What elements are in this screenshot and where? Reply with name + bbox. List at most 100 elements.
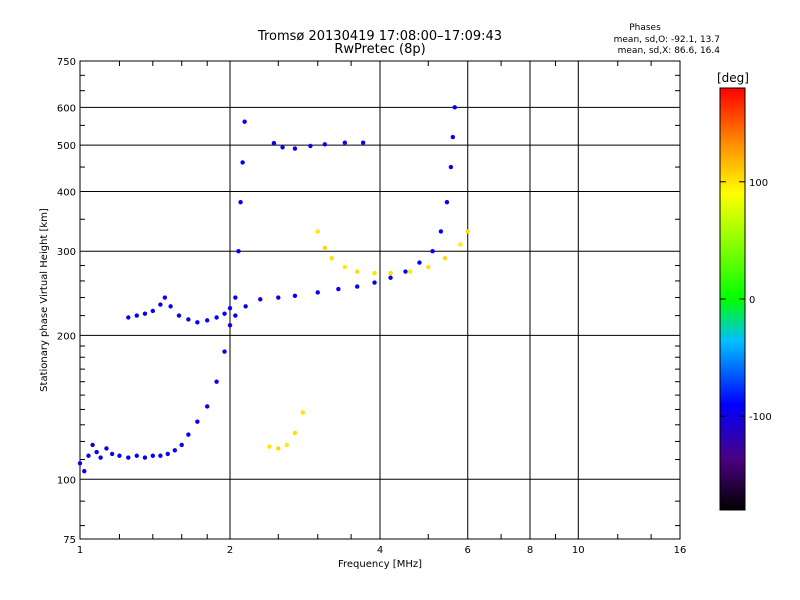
echo-point (448, 164, 454, 170)
echo-point (204, 318, 210, 323)
echo-point (315, 290, 320, 295)
echo-point (276, 295, 281, 300)
echo-point (388, 270, 393, 276)
echo-point (322, 142, 328, 147)
echo-point (126, 455, 131, 460)
echo-point (240, 160, 245, 165)
echo-point (168, 304, 173, 309)
echo-point (158, 453, 163, 458)
echo-point (238, 199, 243, 205)
echo-point (134, 313, 139, 318)
echo-points (77, 105, 470, 474)
echo-point (142, 311, 148, 316)
echo-point (233, 313, 238, 318)
echo-point (176, 313, 182, 318)
echo-point (222, 349, 227, 354)
echo-point (126, 315, 131, 320)
y-tick-label: 500 (57, 141, 76, 152)
echo-point (452, 105, 457, 110)
echo-point (227, 305, 233, 311)
echo-point (280, 145, 285, 150)
echo-point (442, 256, 448, 261)
echo-point (94, 449, 99, 455)
echo-point (204, 404, 210, 409)
echo-point (292, 430, 298, 436)
echo-point (243, 304, 248, 309)
colorbar-tick-label: 0 (749, 295, 755, 306)
echo-point (308, 143, 313, 149)
echo-point (150, 308, 156, 314)
echo-point (329, 256, 334, 261)
echo-point (98, 455, 103, 460)
phases-x-stats: mean, sd,X: 86.6, 16.4 (618, 46, 721, 56)
echo-point (90, 442, 95, 448)
echo-point (336, 286, 341, 292)
echo-point (142, 455, 148, 460)
echo-point (315, 229, 320, 234)
echo-point (465, 229, 470, 234)
echo-point (417, 260, 422, 265)
echo-point (444, 199, 450, 205)
echo-point (388, 275, 393, 280)
echo-point (134, 453, 139, 458)
echo-point (426, 264, 431, 270)
grid-lines (80, 61, 680, 539)
x-tick-label: 4 (377, 545, 383, 556)
y-tick-label: 75 (63, 535, 76, 546)
y-tick-label: 600 (57, 103, 76, 114)
x-axis-ticks: 1 2 4 6 8 10 16 (77, 61, 687, 556)
phases-o-stats: mean, sd,O: -92.1, 13.7 (614, 35, 720, 45)
colorbar-ticks: 100 0 -100 (720, 178, 772, 423)
echo-point (195, 419, 200, 424)
echo-point (158, 302, 163, 307)
y-tick-label: 750 (57, 57, 76, 68)
y-tick-label: 200 (57, 331, 76, 342)
echo-point (372, 280, 377, 285)
echo-point (450, 134, 456, 140)
echo-point (276, 446, 281, 451)
y-tick-label: 100 (57, 475, 76, 486)
y-axis-label: Stationary phase Virtual Height [km] (39, 208, 50, 392)
echo-point (354, 269, 360, 274)
echo-point (271, 140, 277, 146)
echo-point (408, 269, 413, 274)
echo-point (117, 453, 122, 458)
echo-point (172, 448, 178, 453)
y-tick-label: 300 (57, 247, 76, 258)
colorbar-tick-label: -100 (749, 412, 772, 423)
echo-point (82, 468, 87, 474)
echo-point (360, 140, 366, 145)
echo-point (86, 453, 91, 458)
echo-point (354, 284, 360, 289)
echo-point (214, 379, 219, 384)
echo-point (403, 269, 408, 274)
echo-point (165, 451, 170, 457)
echo-point (322, 245, 328, 250)
y-axis-ticks: 75 100 200 300 400 500 600 750 (57, 57, 680, 546)
echo-point (104, 446, 109, 451)
echo-point (258, 297, 263, 302)
colorbar-tick-label: 100 (749, 178, 768, 189)
echo-point (438, 229, 444, 234)
x-tick-label: 16 (674, 545, 687, 556)
echo-point (109, 451, 115, 457)
echo-point (292, 293, 298, 299)
echo-point (458, 242, 463, 247)
x-axis-label: Frequency [MHz] (338, 559, 422, 570)
x-tick-label: 1 (77, 545, 83, 556)
echo-point (292, 146, 298, 151)
echo-point (179, 442, 184, 448)
x-tick-label: 2 (227, 545, 233, 556)
chart-subtitle: RwPretec (8p) (334, 42, 425, 57)
echo-point (227, 323, 233, 328)
echo-point (372, 270, 377, 276)
echo-point (233, 295, 238, 300)
echo-point (300, 410, 306, 415)
x-tick-label: 6 (465, 545, 471, 556)
echo-point (430, 249, 435, 254)
echo-point (236, 249, 241, 254)
echo-point (195, 320, 200, 325)
y-tick-label: 400 (57, 187, 76, 198)
x-tick-label: 8 (527, 545, 533, 556)
